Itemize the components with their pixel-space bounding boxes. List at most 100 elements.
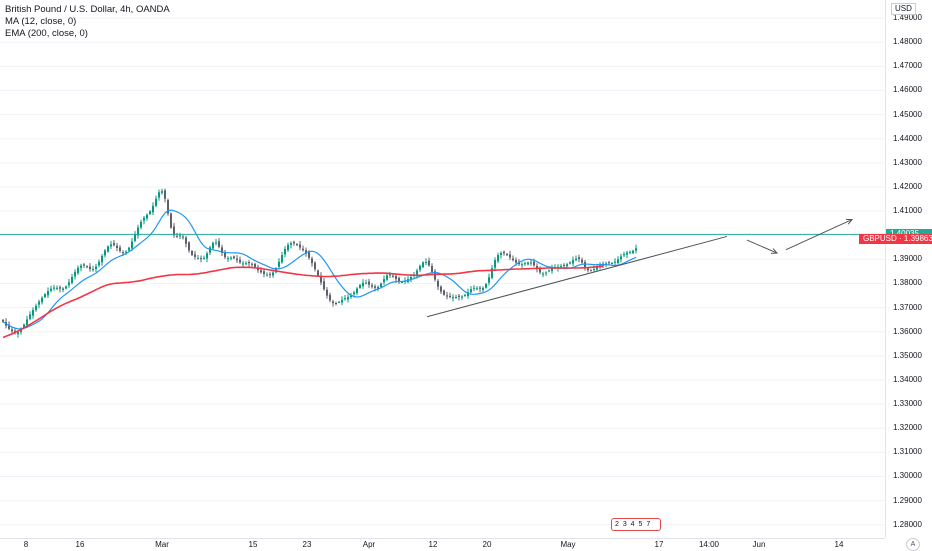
candle-body (455, 296, 457, 298)
candle-body (533, 261, 535, 266)
candle-body (362, 282, 364, 287)
economic-events-marker[interactable]: 2 3 4 5 7 (611, 518, 661, 531)
candle-body (368, 281, 370, 285)
candle-body (188, 242, 190, 251)
candle-body (341, 299, 343, 303)
candle-body (101, 255, 103, 263)
price-axis[interactable]: 1.49000 1.48000 1.47000 1.46000 1.45000 1.440… (885, 0, 932, 538)
candle-body (605, 263, 607, 265)
candle-body (278, 261, 280, 267)
candle-body (110, 244, 112, 247)
price-tick-label: 1.29000 (893, 495, 922, 505)
candle-body (113, 243, 115, 246)
legend-ma[interactable]: MA (12, close, 0) (5, 16, 77, 27)
time-tick-label: 8 (23, 540, 29, 549)
candle-body (305, 250, 307, 254)
candle-body (635, 248, 637, 251)
candle-body (356, 288, 358, 294)
candle-body (302, 248, 304, 251)
candle-body (473, 287, 475, 289)
candle-body (239, 259, 241, 263)
candle-body (308, 252, 310, 258)
candle-body (491, 268, 493, 278)
candle-body (374, 286, 376, 288)
currency-label[interactable]: USD (891, 3, 916, 15)
price-tick-label: 1.34000 (893, 374, 922, 384)
legend-symbol[interactable]: British Pound / U.S. Dollar, 4h, OANDA (5, 4, 170, 15)
candle-body (152, 205, 154, 213)
candle-body (527, 262, 529, 265)
auto-scale-button[interactable]: A (906, 538, 920, 551)
candle-body (521, 264, 523, 266)
candle-body (140, 221, 142, 228)
candle-body (629, 251, 631, 253)
candle-body (149, 211, 151, 215)
candle-body (383, 279, 385, 283)
candle-body (95, 266, 97, 269)
candle-body (575, 258, 577, 261)
candle-body (71, 276, 73, 283)
arrow-head (845, 218, 854, 225)
candle-body (434, 271, 436, 280)
candle-body (176, 235, 178, 237)
candle-body (143, 217, 145, 221)
candle-body (197, 258, 199, 260)
time-tick-label: May (560, 540, 576, 549)
candle-body (587, 268, 589, 271)
candle-body (215, 242, 217, 244)
candle-body (446, 295, 448, 297)
price-chart[interactable] (0, 0, 885, 538)
candle-body (311, 258, 313, 264)
candle-body (545, 272, 547, 274)
candle-body (209, 247, 211, 253)
price-tick-label: 1.39000 (893, 254, 922, 264)
candle-body (410, 276, 412, 280)
candle-body (272, 272, 274, 276)
symbol-price-tag[interactable]: GBPUSD · 1.39863 (859, 233, 932, 244)
candle-body (263, 271, 265, 275)
candle-body (251, 263, 253, 265)
candle-body (104, 250, 106, 256)
candle-body (572, 260, 574, 264)
time-tick-label: Apr (362, 540, 376, 549)
candle-body (611, 262, 613, 264)
time-tick-label: 20 (482, 540, 492, 549)
price-tick-label: 1.47000 (893, 61, 922, 71)
candle-body (377, 286, 379, 290)
candle-body (419, 265, 421, 270)
candle-body (506, 253, 508, 256)
candle-body (509, 254, 511, 258)
candle-body (524, 263, 526, 265)
candle-body (428, 260, 430, 266)
time-axis[interactable]: 8 16 Mar 15 23 Apr 12 20 May 17 14:00 Jun 14 (0, 538, 885, 551)
candle-body (92, 269, 94, 271)
price-tick-label: 1.49000 (893, 13, 922, 23)
candle-body (488, 277, 490, 283)
candle-body (80, 265, 82, 268)
candle-body (497, 255, 499, 262)
candle-body (608, 262, 610, 264)
candle-body (131, 241, 133, 249)
candle-body (326, 289, 328, 296)
candle-body (167, 200, 169, 214)
ema-line (2, 265, 604, 339)
chart-pane[interactable]: British Pound / U.S. Dollar, 4h, OANDA M… (0, 0, 885, 538)
price-tick-label: 1.30000 (893, 471, 922, 481)
time-tick-label: 23 (302, 540, 312, 549)
candle-body (257, 268, 259, 271)
time-tick-label: 12 (428, 540, 438, 549)
legend-ema[interactable]: EMA (200, close, 0) (5, 28, 88, 39)
candle-body (23, 324, 25, 328)
price-tick-label: 1.45000 (893, 109, 922, 119)
ma-line (2, 209, 637, 330)
candle-body (44, 294, 46, 298)
candle-body (227, 258, 229, 260)
candle-body (233, 256, 235, 259)
candle-body (422, 262, 424, 268)
candle-body (401, 282, 403, 284)
candle-body (314, 262, 316, 270)
candle-body (218, 241, 220, 247)
candle-body (494, 260, 496, 268)
candle-body (50, 288, 52, 291)
candle-body (578, 257, 580, 260)
